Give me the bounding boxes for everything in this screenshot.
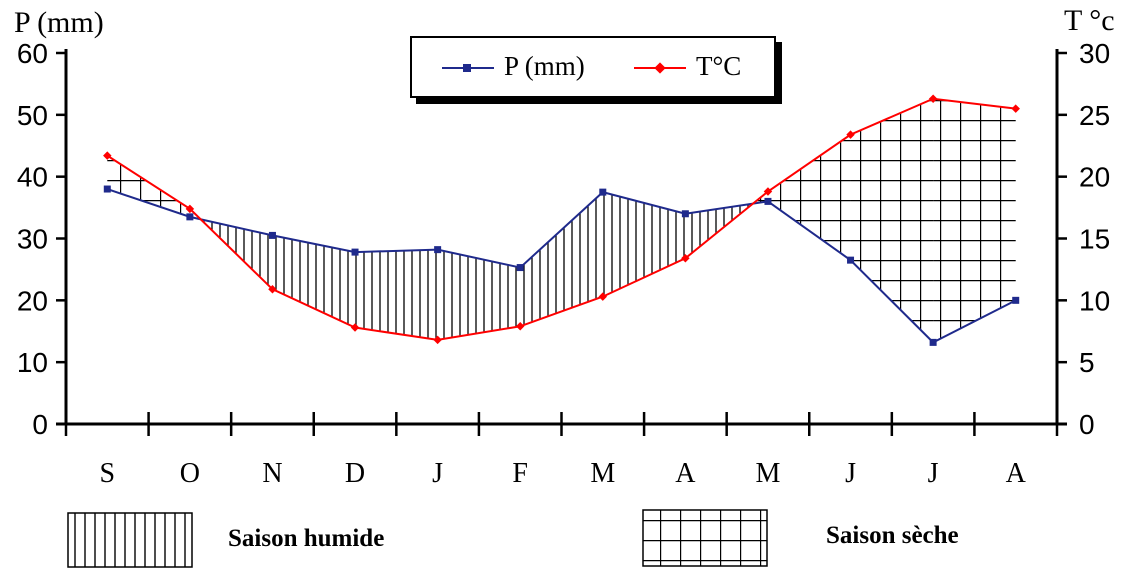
temperature-point <box>350 323 360 332</box>
x-tick-label: J <box>845 458 856 489</box>
x-tick-label: M <box>756 458 781 489</box>
legend-label-humid: Saison humide <box>228 525 385 552</box>
precipitation-point <box>764 197 772 205</box>
right-y-tick-label: 15 <box>1079 224 1110 255</box>
left-y-tick-label: 30 <box>17 224 48 255</box>
humid-season-area <box>355 249 438 340</box>
x-tick-label: A <box>675 458 696 489</box>
temperature-line <box>106 97 1016 341</box>
right-y-tick-label: 10 <box>1079 285 1110 316</box>
legend-label-p: P (mm) <box>504 51 585 81</box>
humid-season-area <box>272 235 356 328</box>
left-y-tick-label: 60 <box>17 38 48 69</box>
right-y-tick-label: 5 <box>1079 347 1095 378</box>
x-tick-label: M <box>590 458 615 489</box>
left-y-tick-label: 40 <box>17 162 48 193</box>
x-tick-label: S <box>100 458 116 489</box>
precipitation-line <box>106 188 1017 344</box>
left-y-tick-label: 10 <box>17 347 48 378</box>
precipitation-point <box>434 246 442 254</box>
temperature-point <box>515 322 525 331</box>
dry-season-area <box>107 155 190 217</box>
x-tick-label: J <box>928 458 939 489</box>
x-tick-label: O <box>180 458 200 489</box>
x-tick-label: A <box>1006 458 1027 489</box>
right-y-tick-label: 30 <box>1079 38 1110 69</box>
left-axis-title: P (mm) <box>14 6 104 39</box>
precipitation-point <box>351 248 359 256</box>
legend-p-marker <box>463 64 471 72</box>
humid-season-area <box>437 249 521 340</box>
legend-markers <box>442 62 686 74</box>
left-y-tick-label: 50 <box>17 100 48 131</box>
x-tick-label: D <box>345 458 365 489</box>
right-y-tick-label: 20 <box>1079 162 1110 193</box>
right-y-tick-label: 0 <box>1079 409 1095 440</box>
legend-t-marker <box>654 62 666 74</box>
humid-season-area <box>520 192 603 327</box>
x-tick-label: N <box>262 458 282 489</box>
temperature-point <box>598 292 608 301</box>
temperature-point <box>433 335 442 345</box>
left-y-tick-label: 20 <box>17 285 48 316</box>
right-y-tick-label: 25 <box>1079 100 1110 131</box>
temperature-point <box>268 284 277 294</box>
precipitation-point <box>681 210 689 218</box>
precipitation-point <box>268 231 276 239</box>
humid-season-area <box>602 192 686 297</box>
precipitation-point <box>847 256 855 264</box>
legend-label-t: T°C <box>696 51 742 81</box>
precipitation-point <box>929 338 937 346</box>
legend-label-dry: Saison sèche <box>826 522 959 549</box>
right-axis-title: T °c <box>1064 4 1115 37</box>
precipitation-point <box>186 213 194 221</box>
x-tick-label: J <box>432 458 443 489</box>
left-y-tick-label: 0 <box>32 409 48 440</box>
precipitation-point <box>599 188 607 196</box>
precipitation-point <box>516 264 524 272</box>
temperature-point <box>185 204 195 214</box>
dry-season-area <box>850 98 934 343</box>
dry-season-area <box>767 134 851 261</box>
dry-season-area <box>933 98 1016 343</box>
legend-swatch-dry <box>642 509 768 567</box>
temperature-point <box>103 151 112 160</box>
precipitation-point <box>103 185 111 193</box>
x-tick-label: F <box>512 458 528 489</box>
legend-swatch-humid <box>67 512 193 568</box>
precipitation-point <box>1012 296 1020 304</box>
legend: P (mm) T°C <box>410 36 776 98</box>
